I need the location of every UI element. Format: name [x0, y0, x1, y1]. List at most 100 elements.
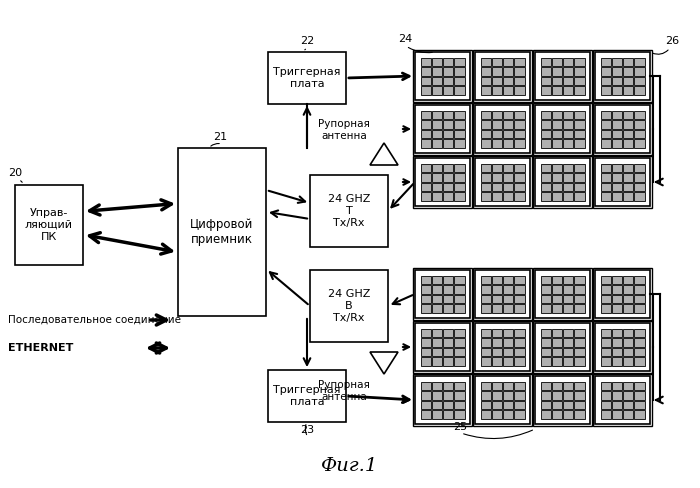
Bar [514, 347, 524, 356]
Bar [443, 86, 454, 95]
Bar [634, 304, 645, 312]
Bar [475, 376, 530, 424]
Bar [432, 58, 442, 66]
Text: Цифровой
приемник: Цифровой приемник [190, 218, 253, 246]
Bar [432, 139, 442, 147]
Text: 24 GHZ
Т
Tx/Rx: 24 GHZ Т Tx/Rx [328, 194, 370, 227]
Bar [443, 382, 454, 390]
Bar [563, 163, 573, 172]
Bar [612, 357, 622, 366]
Bar [503, 276, 513, 284]
Bar [514, 173, 524, 182]
Bar [623, 58, 634, 66]
Bar [421, 410, 430, 419]
Bar [634, 139, 645, 147]
Bar [514, 401, 524, 409]
Bar [443, 304, 454, 312]
Bar [432, 304, 442, 312]
Bar [421, 391, 430, 400]
Bar [563, 391, 573, 400]
Bar [491, 401, 502, 409]
Bar [421, 110, 430, 119]
Bar [601, 382, 610, 390]
Bar [480, 139, 491, 147]
Bar [552, 183, 562, 191]
Bar [634, 110, 645, 119]
Bar [415, 323, 470, 371]
Bar [413, 156, 472, 208]
Bar [514, 183, 524, 191]
Text: ETHERNET: ETHERNET [8, 343, 74, 353]
Bar [574, 173, 584, 182]
Bar [563, 120, 573, 128]
Bar [612, 129, 622, 138]
Bar [473, 50, 532, 102]
Bar [612, 110, 622, 119]
Bar [503, 129, 513, 138]
Bar [514, 120, 524, 128]
Bar [623, 347, 634, 356]
Bar [454, 338, 465, 346]
Bar [595, 376, 650, 424]
Bar [473, 103, 532, 155]
Bar [595, 270, 650, 318]
Bar [574, 192, 584, 201]
Bar [634, 67, 645, 76]
Bar [563, 382, 573, 390]
Bar [443, 347, 454, 356]
Bar [612, 86, 622, 95]
Bar [623, 294, 634, 303]
Bar [421, 173, 430, 182]
Bar [413, 321, 472, 373]
Bar [540, 192, 551, 201]
Bar [432, 173, 442, 182]
Bar [612, 192, 622, 201]
Bar [454, 183, 465, 191]
Bar [634, 294, 645, 303]
Bar [503, 285, 513, 293]
Bar [454, 58, 465, 66]
Bar [432, 129, 442, 138]
Text: 26: 26 [665, 36, 679, 46]
Bar [552, 173, 562, 182]
Bar [601, 183, 610, 191]
Bar [514, 357, 524, 366]
Bar [475, 52, 530, 100]
Text: 21: 21 [213, 132, 227, 142]
Bar [514, 410, 524, 419]
Bar [454, 163, 465, 172]
Bar [540, 173, 551, 182]
Bar [480, 357, 491, 366]
Bar [634, 338, 645, 346]
Bar [503, 77, 513, 85]
Text: Фиг.1: Фиг.1 [321, 457, 379, 475]
Bar [612, 401, 622, 409]
Bar [432, 192, 442, 201]
Bar [491, 391, 502, 400]
Bar [480, 304, 491, 312]
Bar [480, 391, 491, 400]
Bar [634, 173, 645, 182]
Bar [623, 357, 634, 366]
Bar [552, 382, 562, 390]
Bar [443, 338, 454, 346]
Bar [540, 110, 551, 119]
Bar [443, 120, 454, 128]
Bar [415, 105, 470, 153]
Text: Триггерная
плата: Триггерная плата [273, 385, 341, 407]
Bar [634, 347, 645, 356]
Bar [552, 338, 562, 346]
Bar [601, 328, 610, 337]
Bar [595, 105, 650, 153]
Bar [421, 328, 430, 337]
Bar [601, 129, 610, 138]
Bar [454, 67, 465, 76]
Bar [574, 347, 584, 356]
Bar [491, 410, 502, 419]
Bar [574, 294, 584, 303]
Text: 20: 20 [8, 168, 22, 178]
Bar [491, 183, 502, 191]
Bar [475, 158, 530, 206]
Bar [503, 347, 513, 356]
Bar [413, 50, 472, 102]
